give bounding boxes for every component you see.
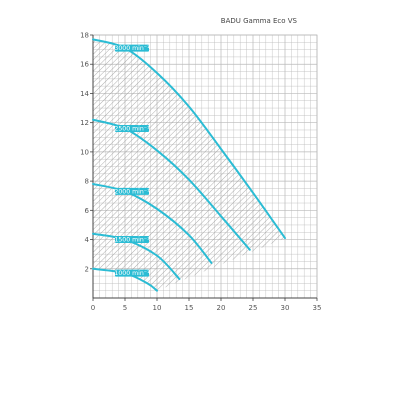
y-tick-label: 8 xyxy=(85,178,89,186)
series-label: 3000 min⁻¹ xyxy=(114,45,150,52)
x-tick-label: 20 xyxy=(217,304,226,312)
series-line xyxy=(92,232,181,281)
series-label: 1000 min⁻¹ xyxy=(114,270,150,277)
series-label-badge xyxy=(115,44,149,52)
series-label-badge xyxy=(115,187,149,195)
series-line xyxy=(92,183,213,264)
y-tick-label: 10 xyxy=(80,148,89,156)
y-tick-label: 6 xyxy=(85,207,90,215)
chart-title: BADU Gamma Eco VS xyxy=(221,17,298,25)
series-label-badge xyxy=(115,269,149,277)
x-tick-label: 0 xyxy=(91,304,95,312)
operating-area-hatch xyxy=(93,39,285,291)
x-tick-label: 25 xyxy=(249,304,258,312)
y-tick-label: 2 xyxy=(85,265,89,273)
y-tick-label: 16 xyxy=(80,61,89,69)
x-tick-label: 10 xyxy=(153,304,162,312)
x-tick-label: 35 xyxy=(313,304,322,312)
x-tick-label: 30 xyxy=(281,304,290,312)
y-tick-label: 4 xyxy=(85,236,90,244)
x-tick-label: 15 xyxy=(185,304,194,312)
series-label: 2000 min⁻¹ xyxy=(114,188,150,195)
series-label: 2500 min⁻¹ xyxy=(114,126,150,133)
y-tick-label: 14 xyxy=(80,90,89,98)
operating-area xyxy=(93,39,285,291)
series-label: 1500 min⁻¹ xyxy=(114,237,150,244)
x-tick-label: 5 xyxy=(123,304,127,312)
curve-labels: 3000 min⁻¹ 2500 min⁻¹ 2000 min⁻¹ 1500 min⁻¹… xyxy=(114,44,150,277)
axes: 0 5 10 15 20 25 30 35 2 4 6 8 10 12 14 16 18 xyxy=(80,32,321,313)
series-label-badge xyxy=(115,125,149,133)
y-tick-label: 18 xyxy=(80,32,89,40)
y-tick-label: 12 xyxy=(80,119,89,127)
series-line xyxy=(92,267,158,292)
series-label-badge xyxy=(115,236,149,244)
